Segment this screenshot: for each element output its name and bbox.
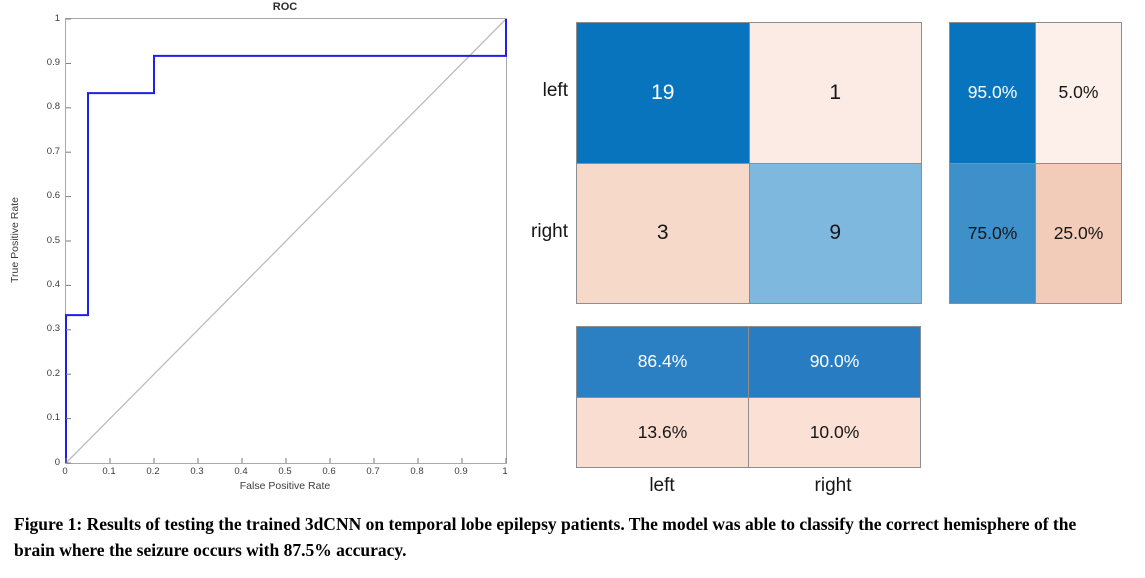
confusion-matrix-counts: 19 1 3 9	[576, 22, 922, 304]
ROC-curve	[65, 19, 507, 463]
y-tick-label: 0.2	[46, 367, 60, 379]
roc-title: ROC	[272, 1, 298, 13]
x-tick-label: 0	[62, 466, 68, 477]
roc-curve-svg	[65, 18, 507, 464]
x-tick-label: 0.4	[234, 466, 248, 477]
figure-caption: Figure 1: Results of testing the trained…	[14, 514, 1077, 560]
rowpct-cell-r0c1: 5.0%	[1036, 23, 1121, 163]
row-label-right: right	[531, 221, 568, 242]
colpct-cell-r0c0: 86.4%	[577, 327, 748, 397]
y-tick-label: 0.6	[46, 190, 60, 202]
x-tick-label: 1	[502, 466, 508, 477]
col-label-right: right	[814, 475, 852, 496]
x-tick-label: 0.2	[146, 466, 160, 477]
counts-cell-r1c1: 9	[749, 163, 921, 303]
rowpct-cell-r0c0: 95.0%	[950, 23, 1035, 163]
x-axis-label: False Positive Rate	[239, 480, 331, 492]
x-tick-label: 0.5	[278, 466, 292, 477]
y-tick-label: 0.9	[46, 56, 60, 68]
column-percentage-matrix: 86.4% 90.0% 13.6% 10.0%	[576, 326, 921, 468]
y-tick-label: 0	[54, 456, 60, 468]
rowpct-cell-r1c0: 75.0%	[950, 163, 1035, 303]
x-tick-label: 0.8	[410, 466, 424, 477]
colpct-cell-r1c1: 10.0%	[749, 397, 920, 467]
rowpct-cell-r1c1: 25.0%	[1036, 163, 1121, 303]
colpct-cell-r1c0: 13.6%	[577, 397, 748, 467]
y-tick-label: 1	[54, 12, 60, 24]
counts-cell-r0c1: 1	[749, 23, 921, 163]
y-tick-label: 0.1	[46, 412, 60, 424]
roc-plot-area	[65, 18, 507, 464]
y-tick-label: 0.7	[46, 145, 60, 157]
counts-cell-r0c0: 19	[577, 23, 749, 163]
colpct-cell-r0c1: 90.0%	[749, 327, 920, 397]
y-tick-label: 0.3	[46, 323, 60, 335]
y-tick-label: 0.4	[46, 278, 60, 290]
row-label-left: left	[542, 80, 568, 101]
x-tick-label: 0.6	[322, 466, 336, 477]
row-percentage-matrix: 95.0% 5.0% 75.0% 25.0%	[949, 22, 1122, 304]
y-tick-label: 0.5	[46, 234, 60, 246]
x-tick-label: 0.7	[366, 466, 380, 477]
col-label-left: left	[649, 475, 675, 496]
chance-diagonal	[65, 18, 507, 464]
x-tick-label: 0.9	[454, 466, 468, 477]
counts-cell-r1c0: 3	[577, 163, 749, 303]
y-tick-label: 0.8	[46, 101, 60, 113]
x-tick-label: 0.1	[102, 466, 116, 477]
x-tick-label: 0.3	[190, 466, 204, 477]
